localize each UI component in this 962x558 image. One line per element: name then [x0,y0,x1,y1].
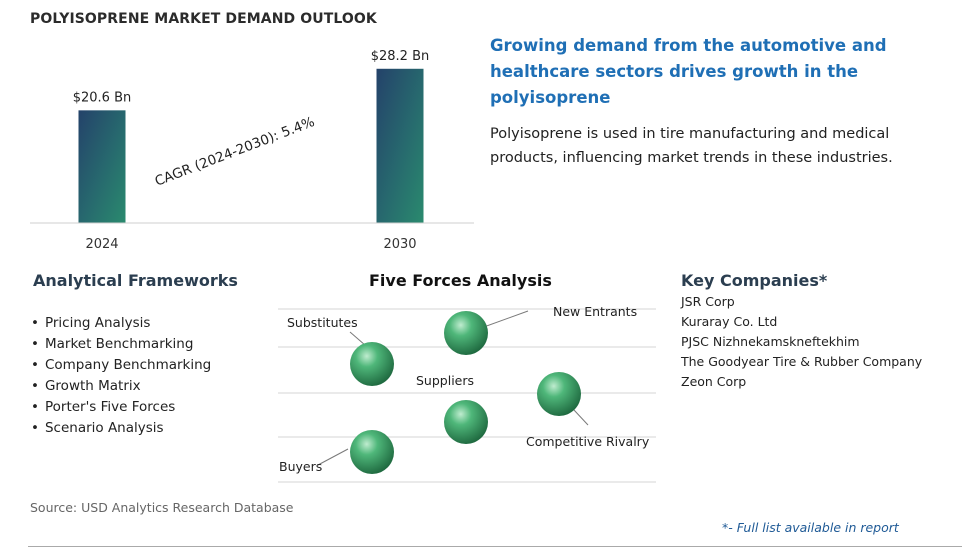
bar-2024 [78,110,126,223]
list-item: Pricing Analysis [31,313,211,334]
page-title: POLYISOPRENE MARKET DEMAND OUTLOOK [30,11,377,27]
data-label-2030: $28.2 Bn [371,49,430,64]
force-label-new-entrants: New Entrants [553,304,637,319]
force-sphere-suppliers [444,400,488,444]
force-label-buyers: Buyers [279,459,322,474]
frameworks-heading: Analytical Frameworks [33,271,238,290]
list-item: Porter's Five Forces [31,397,211,418]
bottom-divider [28,546,962,547]
list-item: Growth Matrix [31,376,211,397]
force-label-substitutes: Substitutes [287,315,358,330]
bar-chart: $20.6 Bn 2024 $28.2 Bn 2030 CAGR (2024-2030… [30,49,474,252]
companies-heading: Key Companies* [681,271,828,290]
bar-2030 [376,68,424,223]
list-item: Scenario Analysis [31,418,211,439]
force-label-competitive-rivalry: Competitive Rivalry [526,434,650,449]
source-note: Source: USD Analytics Research Database [30,500,294,515]
list-item: Market Benchmarking [31,334,211,355]
list-item: Company Benchmarking [31,355,211,376]
five-forces-diagram: Substitutes New Entrants Suppliers Compe… [278,304,656,483]
force-sphere-new-entrants [444,311,488,355]
headline: Growing demand from the automotive and h… [490,36,887,107]
company-item: The Goodyear Tire & Rubber Company [681,354,923,369]
cagr-label: CAGR (2024-2030): 5.4% [153,114,317,190]
data-label-2024: $20.6 Bn [73,90,132,105]
company-item: Zeon Corp [681,374,747,389]
x-tick-label-2024: 2024 [85,237,118,252]
frameworks-list: Pricing Analysis Market Benchmarking Com… [31,313,211,439]
company-item: PJSC Nizhnekamskneftekhim [681,334,860,349]
force-sphere-buyers [350,430,394,474]
five-forces-heading: Five Forces Analysis [369,271,552,290]
force-label-suppliers: Suppliers [416,373,474,388]
force-sphere-competitive-rivalry [537,372,581,416]
connector-line [317,448,349,466]
x-tick-label-2030: 2030 [383,237,416,252]
description: Polyisoprene is used in tire manufacturi… [490,126,893,166]
footnote: *- Full list available in report [722,520,899,535]
force-sphere-substitutes [350,342,394,386]
company-item: JSR Corp [681,294,735,309]
company-item: Kuraray Co. Ltd [681,314,778,329]
companies-list: JSR Corp Kuraray Co. Ltd PJSC Nizhnekams… [681,292,922,392]
